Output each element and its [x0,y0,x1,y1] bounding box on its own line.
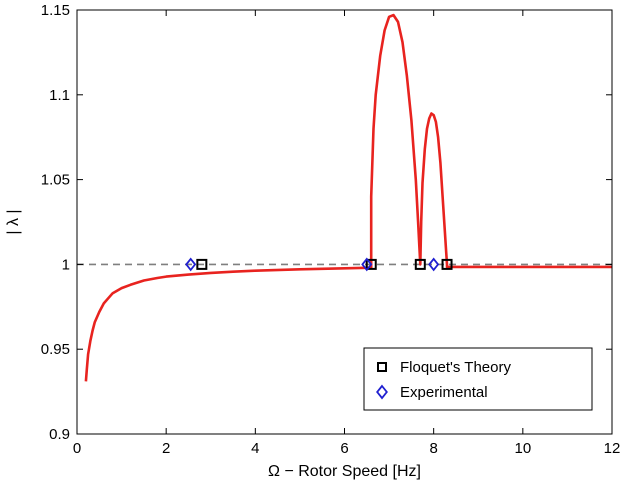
plot-area [77,13,612,382]
x-tick-label: 10 [514,440,531,457]
x-tick-label: 4 [251,440,259,457]
y-tick-label: 0.9 [49,426,70,443]
legend-entry-label: Floquet's Theory [400,359,511,376]
experimental-point [185,257,197,272]
x-axis-label: Ω − Rotor Speed [Hz] [268,463,421,480]
experimental-point [428,257,440,272]
y-axis-label: | λ | [5,209,22,234]
x-tick-label: 8 [429,440,437,457]
legend: Floquet's Theory Experimental [363,347,593,411]
y-tick-label: 1 [62,256,70,273]
x-tick-label: 12 [604,440,621,457]
legend-entry-label: Experimental [400,384,488,401]
legend-box [363,347,593,411]
floquet-point [414,258,426,270]
legend-diamond-icon [376,384,388,400]
experimental-point [361,257,373,272]
floquet-point [441,258,453,270]
legend-square-icon [377,362,387,372]
series-line-magnitude [84,13,612,382]
y-tick-label: 1.15 [41,2,70,19]
x-tick-label: 2 [162,440,170,457]
x-tick-label: 0 [73,440,81,457]
y-tick-label: 1.1 [49,87,70,104]
floquet-point [365,258,377,270]
x-tick-label: 6 [340,440,348,457]
y-tick-label: 1.05 [41,172,70,189]
y-tick-label: 0.95 [41,341,70,358]
axes: 0 2 4 6 8 10 12 0.9 0.95 1 1.05 1.1 1.15 Ω − Rotor Sp… [5,2,620,480]
floquet-point [196,258,208,270]
